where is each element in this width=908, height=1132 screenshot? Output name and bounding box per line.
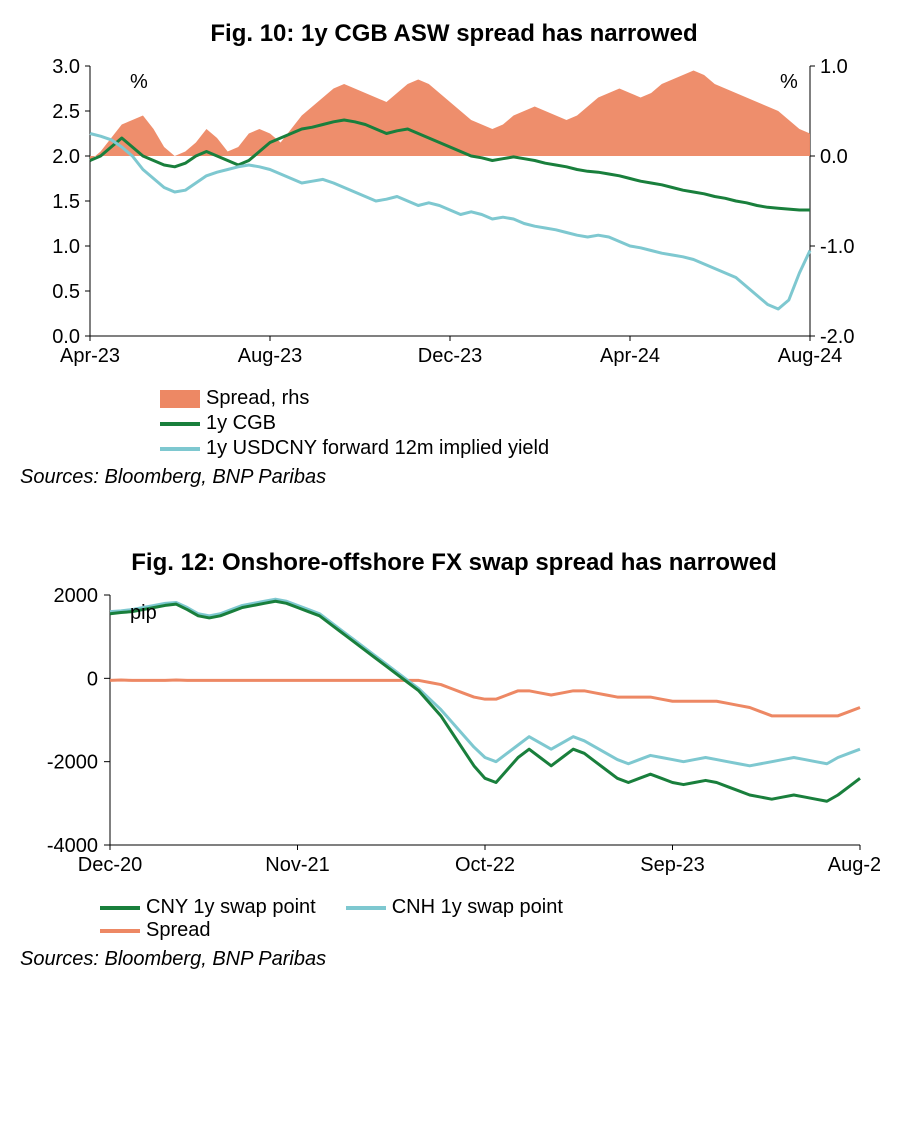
svg-text:Nov-21: Nov-21 <box>265 854 329 876</box>
legend-swatch <box>100 929 140 933</box>
legend-label: CNY 1y swap point <box>146 896 316 919</box>
svg-text:Dec-23: Dec-23 <box>418 345 482 367</box>
legend-item: Spread <box>100 919 211 942</box>
svg-text:Aug-24: Aug-24 <box>778 345 843 367</box>
legend-swatch <box>160 422 200 426</box>
svg-text:Aug-23: Aug-23 <box>238 345 303 367</box>
legend-swatch <box>160 390 200 408</box>
chart-1-block: Fig. 10: 1y CGB ASW spread has narrowed … <box>20 20 888 489</box>
legend-item: 1y CGB <box>160 412 858 435</box>
legend-swatch <box>160 447 200 451</box>
svg-text:Dec-20: Dec-20 <box>78 854 142 876</box>
chart-2-svg: -4000-200002000Dec-20Nov-21Oct-22Sep-23A… <box>20 585 880 885</box>
legend-item: 1y USDCNY forward 12m implied yield <box>160 437 858 460</box>
legend-label: Spread <box>146 919 211 942</box>
legend-label: Spread, rhs <box>206 387 309 410</box>
chart-1-title: Fig. 10: 1y CGB ASW spread has narrowed <box>20 20 888 48</box>
svg-text:%: % <box>780 71 798 93</box>
svg-text:1.5: 1.5 <box>52 191 80 213</box>
svg-text:1.0: 1.0 <box>820 56 848 78</box>
svg-text:Oct-22: Oct-22 <box>455 854 515 876</box>
chart-2-legend: CNY 1y swap point CNH 1y swap point Spread <box>20 896 888 942</box>
chart-1-svg: 0.00.51.01.52.02.53.0-2.0-1.00.01.0Apr-2… <box>20 56 880 376</box>
svg-text:Sep-23: Sep-23 <box>640 854 705 876</box>
chart-2-title: Fig. 12: Onshore-offshore FX swap spread… <box>20 549 888 577</box>
svg-text:Aug-24: Aug-24 <box>828 854 880 876</box>
chart-2-sources: Sources: Bloomberg, BNP Paribas <box>20 948 888 971</box>
svg-text:1.0: 1.0 <box>52 236 80 258</box>
svg-text:pip: pip <box>130 602 157 624</box>
chart-2-canvas: -4000-200002000Dec-20Nov-21Oct-22Sep-23A… <box>20 585 888 890</box>
svg-text:3.0: 3.0 <box>52 56 80 78</box>
svg-text:2.5: 2.5 <box>52 101 80 123</box>
svg-text:2000: 2000 <box>54 585 99 607</box>
svg-text:-1.0: -1.0 <box>820 236 854 258</box>
svg-text:Apr-24: Apr-24 <box>600 345 660 367</box>
svg-text:Apr-23: Apr-23 <box>60 345 120 367</box>
chart-2-block: Fig. 12: Onshore-offshore FX swap spread… <box>20 549 888 971</box>
legend-label: CNH 1y swap point <box>392 896 563 919</box>
legend-swatch <box>100 906 140 910</box>
svg-text:0: 0 <box>87 668 98 690</box>
svg-text:0.0: 0.0 <box>820 146 848 168</box>
legend-swatch <box>346 906 386 910</box>
legend-item: Spread, rhs <box>160 387 858 410</box>
legend-item: CNH 1y swap point <box>346 896 563 919</box>
chart-1-sources: Sources: Bloomberg, BNP Paribas <box>20 466 888 489</box>
svg-text:0.5: 0.5 <box>52 281 80 303</box>
chart-1-canvas: 0.00.51.01.52.02.53.0-2.0-1.00.01.0Apr-2… <box>20 56 888 381</box>
legend-item: CNY 1y swap point <box>100 896 316 919</box>
svg-text:%: % <box>130 71 148 93</box>
chart-1-legend: Spread, rhs1y CGB1y USDCNY forward 12m i… <box>20 387 888 460</box>
svg-text:2.0: 2.0 <box>52 146 80 168</box>
svg-text:-2000: -2000 <box>47 752 98 774</box>
legend-label: 1y CGB <box>206 412 276 435</box>
legend-label: 1y USDCNY forward 12m implied yield <box>206 437 549 460</box>
